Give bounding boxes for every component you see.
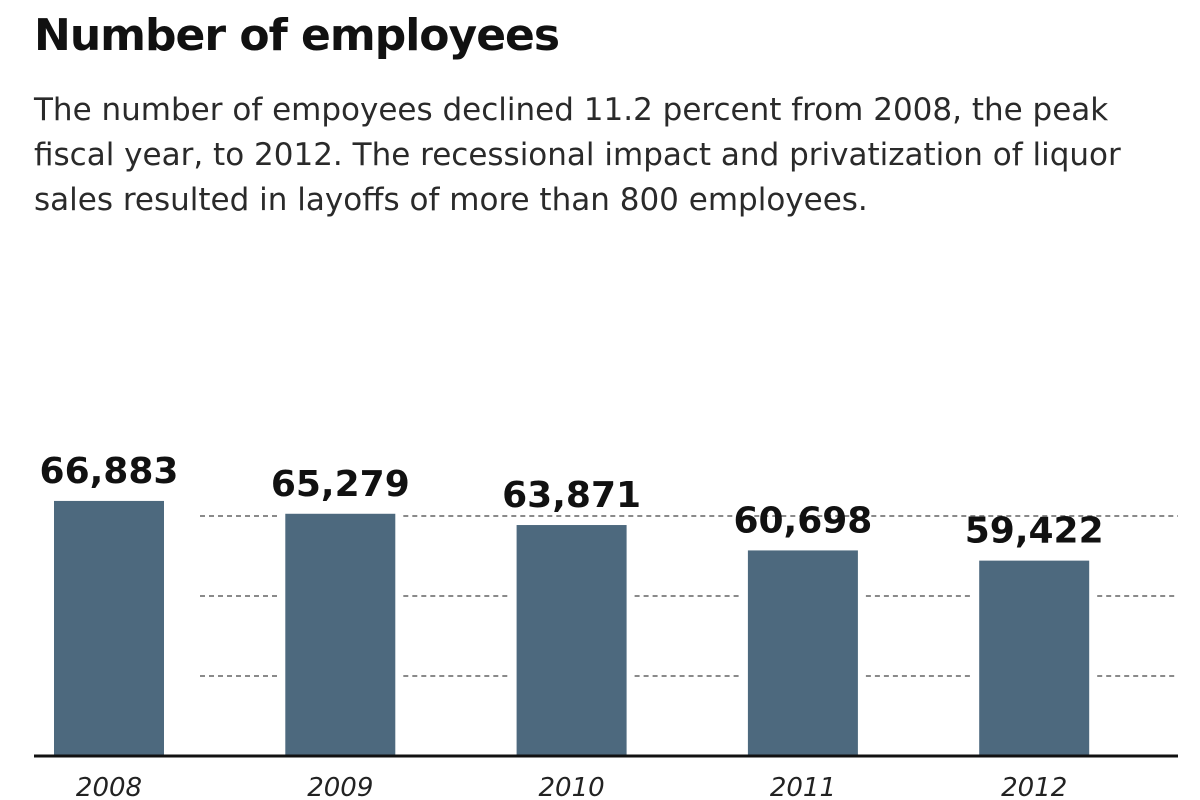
value-label-2011: 60,698 — [733, 500, 872, 541]
x-tick-label-2011: 2011 — [770, 773, 836, 800]
chart-subtitle: The number of empoyees declined 11.2 per… — [34, 92, 1121, 218]
grid-layer — [200, 515, 1178, 677]
ticks-layer: 2008 2009 2010 2011 2012 — [76, 773, 1067, 800]
x-tick-label-2012: 2012 — [1001, 773, 1067, 800]
labels-layer: 66,883 65,279 63,871 60,698 59,422 — [40, 451, 1104, 552]
x-tick-label-2010: 2010 — [539, 773, 605, 800]
bar-2008 — [54, 500, 164, 756]
x-tick-label-2009: 2009 — [307, 773, 373, 800]
bar-2009 — [285, 513, 396, 756]
bar-2010 — [516, 525, 627, 756]
x-tick-label-2008: 2008 — [76, 773, 142, 800]
bar-2011 — [747, 550, 858, 756]
chart-title: Number of employees — [34, 10, 560, 61]
bars-layer — [54, 500, 1090, 756]
value-label-2008: 66,883 — [40, 451, 179, 492]
bar-2012 — [979, 560, 1090, 756]
value-label-2010: 63,871 — [502, 475, 641, 516]
value-label-2009: 65,279 — [271, 464, 410, 505]
value-label-2012: 59,422 — [965, 511, 1104, 552]
